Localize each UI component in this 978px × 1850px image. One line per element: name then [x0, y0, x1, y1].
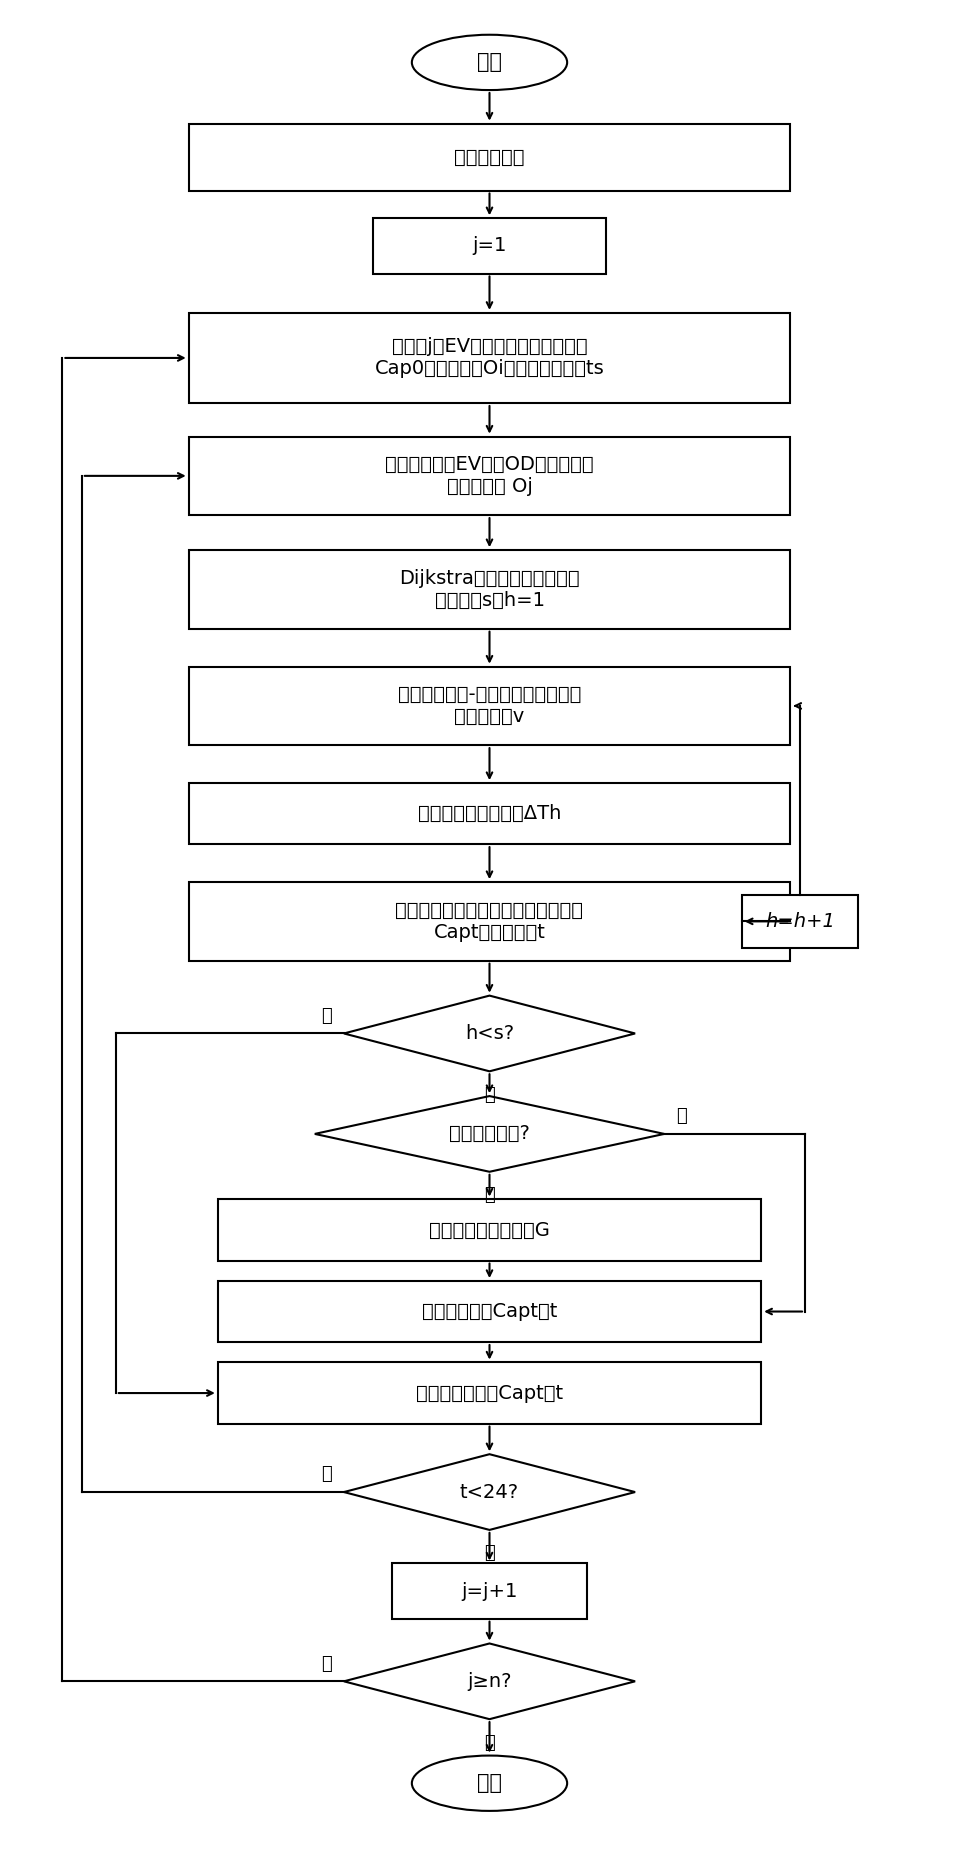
Text: 是: 是 — [484, 1086, 494, 1104]
Text: 到达目的地更新Capt和t: 到达目的地更新Capt和t — [416, 1384, 562, 1402]
FancyBboxPatch shape — [373, 218, 605, 274]
Text: 否: 否 — [675, 1106, 686, 1125]
FancyBboxPatch shape — [217, 1280, 761, 1341]
Text: 充电结束更新Capt和t: 充电结束更新Capt和t — [422, 1302, 556, 1321]
Text: 是: 是 — [484, 1733, 494, 1752]
Ellipse shape — [412, 1756, 566, 1811]
Text: 读取第j量EV的类型，生成初始电量
Cap0，初始位置Oi，初始出行时刻ts: 读取第j量EV的类型，生成初始电量 Cap0，初始位置Oi，初始出行时刻ts — [375, 337, 603, 379]
Text: 计算各路段行驶时间ΔTh: 计算各路段行驶时间ΔTh — [418, 805, 560, 823]
Text: 读取与该类型EV对应OD概率矩阵，
生成目的地 Oj: 读取与该类型EV对应OD概率矩阵， 生成目的地 Oj — [384, 455, 594, 496]
FancyBboxPatch shape — [217, 1362, 761, 1424]
Text: j≥n?: j≥n? — [467, 1672, 511, 1691]
FancyBboxPatch shape — [189, 313, 789, 403]
Polygon shape — [343, 995, 635, 1071]
Text: h=h+1: h=h+1 — [765, 912, 834, 931]
FancyBboxPatch shape — [189, 666, 789, 746]
Text: 是: 是 — [321, 1465, 332, 1484]
Text: 是: 是 — [484, 1186, 494, 1204]
Text: 否: 否 — [321, 1654, 332, 1672]
Text: 结束: 结束 — [476, 1774, 502, 1793]
FancyBboxPatch shape — [392, 1563, 586, 1619]
Text: 更新路段流量，计算行驶速度，更新
Capt和仿真时间t: 更新路段流量，计算行驶速度，更新 Capt和仿真时间t — [395, 901, 583, 942]
Text: j=j+1: j=j+1 — [461, 1582, 517, 1600]
Text: 否: 否 — [321, 1006, 332, 1025]
Ellipse shape — [412, 35, 566, 91]
Text: 充电需求点存入矩阵G: 充电需求点存入矩阵G — [428, 1221, 550, 1240]
FancyBboxPatch shape — [189, 783, 789, 844]
Polygon shape — [343, 1454, 635, 1530]
Text: t<24?: t<24? — [460, 1482, 518, 1502]
FancyBboxPatch shape — [189, 124, 789, 191]
FancyBboxPatch shape — [189, 882, 789, 960]
Text: 否: 否 — [484, 1545, 494, 1563]
Text: 开始: 开始 — [476, 52, 502, 72]
Text: 满足快充条件?: 满足快充条件? — [449, 1125, 529, 1143]
Text: 输入原始数据: 输入原始数据 — [454, 148, 524, 166]
FancyBboxPatch shape — [741, 895, 858, 947]
Text: 根据改进速度-流量模型，计算各路
段行驶速度v: 根据改进速度-流量模型，计算各路 段行驶速度v — [397, 684, 581, 727]
Text: Dijkstra算法确定行驶路径，
路段总数s；h=1: Dijkstra算法确定行驶路径， 路段总数s；h=1 — [399, 570, 579, 610]
FancyBboxPatch shape — [217, 1199, 761, 1260]
Polygon shape — [315, 1095, 663, 1171]
FancyBboxPatch shape — [189, 549, 789, 629]
Polygon shape — [343, 1643, 635, 1719]
FancyBboxPatch shape — [189, 437, 789, 514]
Text: h<s?: h<s? — [465, 1023, 513, 1043]
Text: j=1: j=1 — [471, 237, 507, 255]
